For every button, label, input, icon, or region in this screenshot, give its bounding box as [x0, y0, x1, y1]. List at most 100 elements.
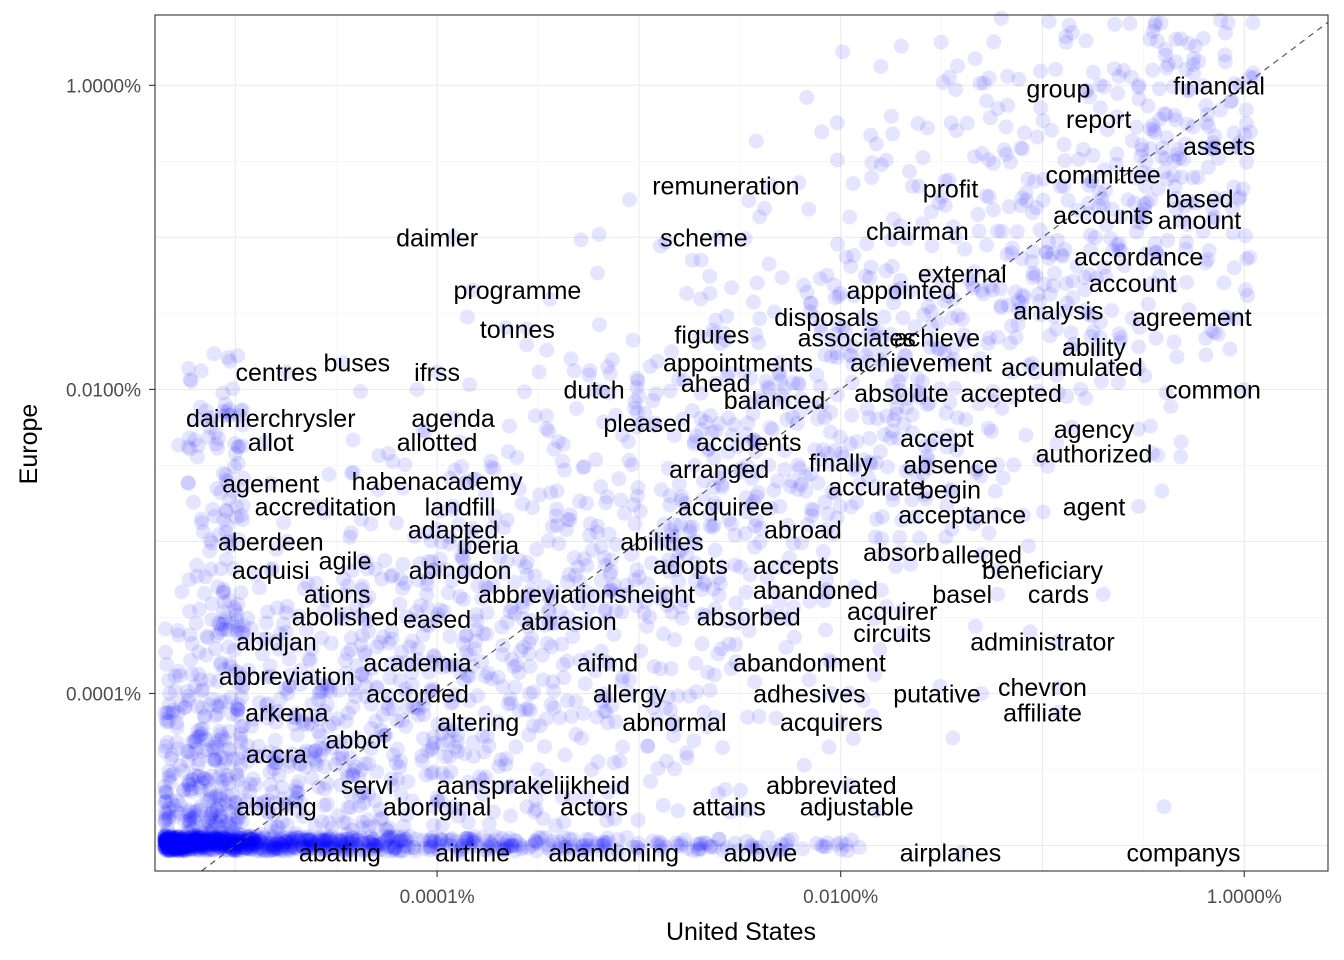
point	[248, 800, 264, 816]
point	[1238, 282, 1253, 298]
point	[187, 679, 203, 695]
point	[846, 458, 862, 474]
point	[1138, 153, 1154, 169]
point	[1124, 133, 1140, 149]
point-account	[1144, 275, 1160, 291]
point	[438, 770, 454, 785]
point	[454, 841, 470, 857]
point	[737, 607, 753, 623]
point	[175, 839, 191, 855]
point	[208, 836, 224, 852]
point	[1098, 268, 1114, 284]
point	[555, 789, 571, 805]
point	[219, 832, 235, 848]
point	[451, 842, 467, 858]
point	[693, 411, 709, 426]
point	[451, 808, 466, 824]
point	[408, 831, 424, 847]
point	[187, 830, 203, 846]
point	[304, 840, 320, 856]
point	[539, 635, 555, 651]
point	[543, 697, 559, 713]
point	[760, 604, 776, 620]
point	[1177, 198, 1193, 214]
point	[888, 559, 904, 575]
point	[287, 840, 303, 856]
point	[472, 769, 488, 785]
point	[1109, 146, 1125, 162]
point	[308, 836, 323, 852]
point	[580, 841, 596, 857]
point	[1179, 116, 1195, 132]
point	[829, 345, 845, 361]
point	[340, 705, 356, 721]
point	[555, 436, 571, 452]
point	[250, 840, 266, 856]
point	[572, 574, 588, 590]
point	[496, 842, 511, 858]
point	[312, 711, 327, 727]
point	[595, 383, 610, 399]
point	[204, 834, 220, 850]
point	[985, 383, 1001, 399]
point	[504, 837, 520, 853]
point	[663, 702, 679, 718]
point	[1049, 436, 1065, 451]
word-label: appointments	[663, 350, 813, 378]
point	[303, 833, 319, 849]
point	[221, 639, 236, 655]
point	[549, 483, 565, 499]
point	[1137, 178, 1153, 194]
point	[187, 804, 203, 820]
point	[1107, 16, 1123, 32]
point	[219, 788, 235, 804]
point	[522, 658, 538, 674]
point	[195, 524, 211, 540]
point	[827, 290, 843, 306]
point	[331, 833, 347, 849]
point	[230, 625, 246, 641]
point	[222, 833, 238, 849]
point	[1002, 335, 1018, 351]
point	[307, 819, 323, 835]
point	[389, 713, 405, 729]
point	[210, 706, 226, 722]
point	[215, 836, 231, 852]
point	[462, 831, 478, 847]
point	[184, 771, 200, 787]
point	[1004, 240, 1020, 256]
word-label: report	[1066, 106, 1131, 134]
point	[166, 809, 182, 825]
point	[697, 608, 713, 624]
point	[396, 818, 412, 834]
point	[217, 838, 233, 854]
point	[414, 753, 430, 769]
point	[385, 567, 400, 583]
point	[393, 753, 409, 769]
point	[356, 644, 372, 660]
point	[446, 502, 462, 518]
point	[474, 591, 490, 606]
point	[801, 672, 817, 688]
point	[496, 841, 512, 857]
point	[193, 802, 209, 818]
point	[284, 831, 300, 847]
point	[319, 842, 335, 858]
point	[538, 711, 554, 727]
point	[291, 755, 307, 771]
point	[157, 835, 173, 851]
point	[314, 813, 330, 829]
point	[500, 696, 516, 712]
point	[948, 123, 964, 139]
point	[271, 836, 287, 852]
point	[980, 335, 996, 351]
point	[176, 834, 192, 850]
point	[1217, 54, 1233, 70]
point	[876, 427, 892, 443]
point	[586, 801, 602, 817]
point	[291, 774, 307, 790]
point	[159, 831, 175, 847]
point	[316, 603, 332, 619]
point	[587, 663, 603, 679]
point	[749, 489, 764, 505]
